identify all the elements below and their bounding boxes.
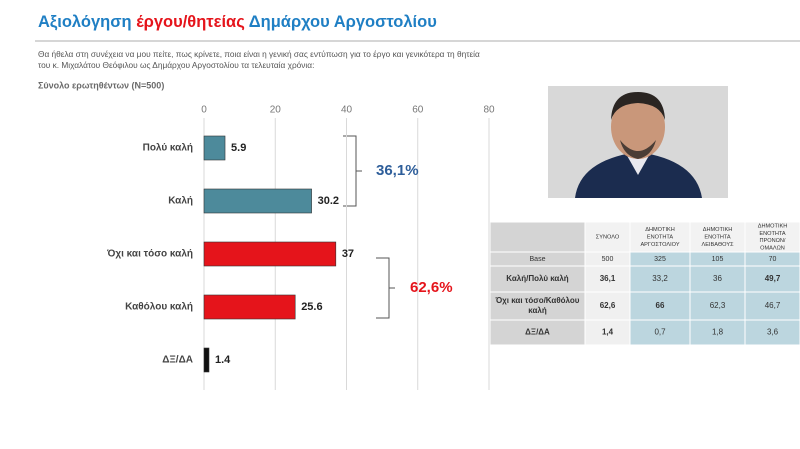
table-cell	[744, 265, 800, 293]
table-text: ΔΗΜΟΤΙΚΗ	[645, 227, 675, 233]
table-cell	[629, 265, 691, 293]
table-text: ΔΗΜΟΤΙΚΗ	[758, 223, 788, 229]
bar	[203, 188, 312, 214]
x-tick-label: 20	[270, 105, 282, 116]
question: Θα ήθελα στη συνέχεια να μου πείτε, πως …	[38, 49, 480, 59]
table-text: 1,8	[712, 328, 724, 337]
bar	[203, 241, 337, 267]
table-cell	[584, 319, 631, 346]
photo	[548, 86, 728, 198]
bar	[203, 347, 210, 373]
table-cell	[584, 291, 631, 321]
bracket	[376, 257, 395, 319]
table-text: ΟΜΑΛΩΝ	[760, 246, 785, 252]
table-text: 62,3	[710, 301, 726, 310]
value-label: 30.2	[318, 195, 339, 207]
table-text: 46,7	[765, 301, 781, 310]
table-cell	[489, 221, 586, 253]
table-text: ΔΞ/ΔΑ	[525, 328, 550, 337]
table-text: Όχι και τόσο/Καθόλου	[495, 296, 580, 305]
table-text: ΕΝΟΤΗΤΑ	[704, 234, 731, 240]
bracket	[343, 135, 362, 207]
table-text: 66	[656, 301, 665, 310]
value-label: 5.9	[231, 142, 246, 154]
table-cell	[489, 265, 586, 293]
bar	[203, 294, 296, 320]
table-text: ΔΗΜΟΤΙΚΗ	[703, 227, 733, 233]
title-part: Αξιολόγηση	[38, 13, 136, 31]
table-text: ΑΡΓΟΣΤΟΛΙΟΥ	[640, 242, 679, 248]
table-text: 49,7	[765, 274, 781, 283]
photo-beard	[620, 140, 656, 159]
table-text: καλή	[528, 306, 547, 315]
bar	[203, 135, 226, 161]
table-cell	[489, 291, 586, 321]
category-label: Πολύ καλή	[143, 143, 193, 154]
table-text: Καλή/Πολύ καλή	[506, 274, 569, 283]
table-text: ΕΝΟΤΗΤΑ	[647, 234, 674, 240]
table-text: 1,4	[602, 328, 614, 337]
table-cell	[489, 319, 586, 346]
group-total: 36,1%	[376, 162, 419, 179]
table-text: 36,1	[600, 274, 616, 283]
table-text: 500	[602, 256, 614, 263]
title-part: Δημάρχου Αργοστολίου	[245, 13, 437, 31]
table: ΣΥΝΟΛΟΔΗΜΟΤΙΚΗΕΝΟΤΗΤΑΑΡΓΟΣΤΟΛΙΟΥΔΗΜΟΤΙΚΗ…	[489, 221, 800, 346]
question: του κ. Μιχαλάτου Θεόφιλου ως Δημάρχου Αρ…	[38, 60, 314, 70]
category-label: Καλή	[168, 196, 193, 207]
table-text: 0,7	[654, 328, 666, 337]
photo-body	[575, 152, 702, 198]
table-text: 70	[769, 256, 777, 263]
table-text: ΣΥΝΟΛΟ	[596, 234, 620, 240]
category-label: Όχι και τόσο καλή	[106, 249, 193, 260]
table-text: 36	[713, 274, 722, 283]
table-cell	[689, 291, 746, 321]
title: Αξιολόγηση έργου/θητείας Δημάρχου Αργοστ…	[38, 13, 437, 31]
table-text: Base	[530, 256, 546, 263]
table-text: ΠΡΟΝΩΝ/	[760, 238, 786, 244]
category-label: ΔΞ/ΔΑ	[162, 355, 193, 366]
title-part: έργου/θητείας	[136, 13, 245, 31]
table-text: 62,6	[600, 301, 616, 310]
x-tick-label: 40	[341, 105, 353, 116]
x-tick-label: 60	[412, 105, 424, 116]
subtitle: Σύνολο ερωτηθέντων (N=500)	[38, 80, 164, 90]
brackets	[343, 135, 395, 319]
table-text: 3,6	[767, 328, 779, 337]
x-tick-label: 0	[201, 105, 207, 116]
table-cell	[744, 319, 800, 346]
table-text: 325	[654, 256, 666, 263]
table-cell	[689, 319, 746, 346]
table-cell	[744, 291, 800, 321]
table-cell	[629, 291, 691, 321]
table-text: 105	[712, 256, 724, 263]
table-text: ΛΕΙΒΑΘΟΥΣ	[701, 242, 734, 248]
value-label: 1.4	[215, 354, 231, 366]
table-text: 33,2	[652, 274, 668, 283]
table-text: ΕΝΟΤΗΤΑ	[759, 231, 786, 237]
x-tick-label: 80	[483, 105, 495, 116]
photo-face	[611, 95, 665, 159]
group-total: 62,6%	[410, 279, 453, 296]
value-label: 37	[342, 248, 354, 260]
category-label: Καθόλου καλή	[125, 302, 193, 313]
value-label: 25.6	[301, 301, 322, 313]
photo-hair	[611, 92, 665, 120]
